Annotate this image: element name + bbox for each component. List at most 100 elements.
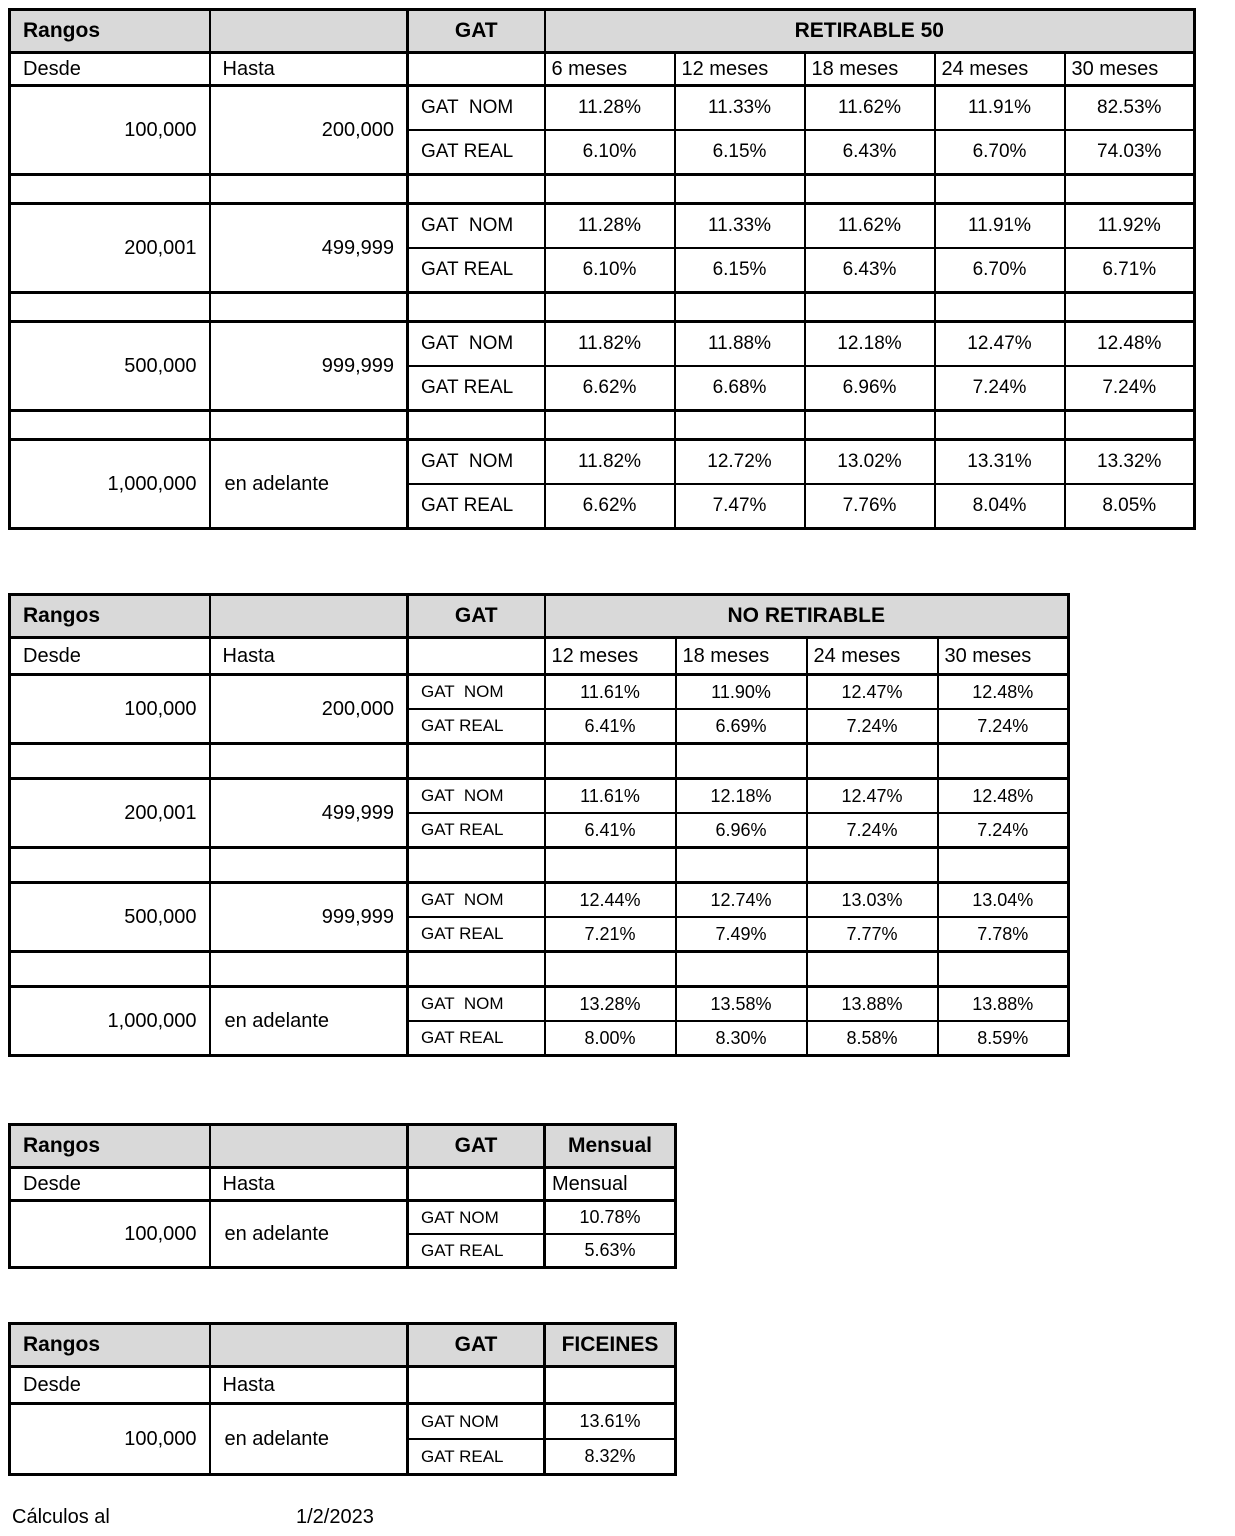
rate-value: 8.30% xyxy=(674,1020,808,1057)
gat-nom-label: GAT NOM xyxy=(406,985,546,1022)
desde-header: Desde xyxy=(8,1166,211,1202)
gat-nom-label: GAT NOM xyxy=(406,320,546,367)
rate-value: 11.61% xyxy=(543,777,677,814)
blank-cell xyxy=(543,1365,677,1405)
desde-header: Desde xyxy=(8,51,211,87)
rate-value: 12.47% xyxy=(805,673,939,710)
table-header-row: Rangos GAT RETIRABLE 50 xyxy=(8,8,1196,54)
term-header: 12 meses xyxy=(543,636,677,676)
rate-value: 8.05% xyxy=(1063,483,1196,530)
term-header: Mensual xyxy=(543,1166,677,1202)
rate-value: 12.48% xyxy=(936,673,1070,710)
rate-value: 11.91% xyxy=(933,202,1066,249)
rate-value: 12.74% xyxy=(674,881,808,918)
blank-header-cell xyxy=(208,1123,409,1169)
rate-value: 8.59% xyxy=(936,1020,1070,1057)
rate-value: 7.78% xyxy=(936,916,1070,953)
rate-value: 6.96% xyxy=(803,365,936,412)
desde-value: 100,000 xyxy=(8,673,211,744)
gat-real-label: GAT REAL xyxy=(406,1438,546,1476)
rate-value: 7.21% xyxy=(543,916,677,953)
rate-value: 7.49% xyxy=(674,916,808,953)
desde-header: Desde xyxy=(8,1365,211,1405)
rate-value: 13.31% xyxy=(933,438,1066,485)
subheader-row: Desde Hasta 6 meses 12 meses 18 meses 24… xyxy=(8,51,1196,87)
rate-value: 11.90% xyxy=(674,673,808,710)
rate-value: 13.88% xyxy=(805,985,939,1022)
table-mensual: Rangos GAT Mensual Desde Hasta Mensual 1… xyxy=(8,1123,677,1269)
desde-value: 100,000 xyxy=(8,1402,211,1475)
gat-real-label: GAT REAL xyxy=(406,129,546,176)
rate-value: 6.41% xyxy=(543,708,677,745)
rate-value: 6.71% xyxy=(1063,247,1196,294)
desde-value: 200,001 xyxy=(8,202,211,293)
rate-value: 5.63% xyxy=(543,1233,677,1269)
desde-value: 100,000 xyxy=(8,84,211,175)
rate-value: 12.48% xyxy=(1063,320,1196,367)
gat-header: GAT xyxy=(406,1123,546,1169)
rate-value: 7.77% xyxy=(805,916,939,953)
table-no-retirable: Rangos GAT NO RETIRABLE Desde Hasta 12 m… xyxy=(8,593,1070,1057)
subheader-row: Desde Hasta 12 meses 18 meses 24 meses 3… xyxy=(8,636,1070,676)
rate-value: 11.28% xyxy=(543,202,676,249)
hasta-header: Hasta xyxy=(208,636,409,676)
rate-value: 11.62% xyxy=(803,84,936,131)
rate-value: 7.76% xyxy=(803,483,936,530)
rangos-header: Rangos xyxy=(8,1123,211,1169)
gat-real-label: GAT REAL xyxy=(406,483,546,530)
gat-nom-row: 1,000,000 en adelante GAT NOM 13.28% 13.… xyxy=(8,985,1070,1056)
gat-nom-label: GAT NOM xyxy=(406,202,546,249)
gat-nom-row: 100,000 200,000 GAT NOM 11.28% 11.33% 11… xyxy=(8,84,1196,175)
rate-value: 6.43% xyxy=(803,129,936,176)
rate-value: 11.88% xyxy=(673,320,806,367)
blank-header-cell xyxy=(208,593,409,639)
product-header: RETIRABLE 50 xyxy=(543,8,1196,54)
hasta-header: Hasta xyxy=(208,51,409,87)
rate-value: 7.47% xyxy=(673,483,806,530)
gat-nom-row: 200,001 499,999 GAT NOM 11.61% 12.18% 12… xyxy=(8,777,1070,848)
rate-value: 82.53% xyxy=(1063,84,1196,131)
product-header: Mensual xyxy=(543,1123,677,1169)
rate-value: 12.47% xyxy=(933,320,1066,367)
term-header: 30 meses xyxy=(1063,51,1196,87)
rate-value: 8.00% xyxy=(543,1020,677,1057)
gat-nom-row: 500,000 999,999 GAT NOM 11.82% 11.88% 12… xyxy=(8,320,1196,411)
gat-nom-row: 1,000,000 en adelante GAT NOM 11.82% 12.… xyxy=(8,438,1196,529)
rate-value: 11.62% xyxy=(803,202,936,249)
rate-value: 6.70% xyxy=(933,247,1066,294)
blank-cell xyxy=(406,1166,546,1202)
term-header: 12 meses xyxy=(673,51,806,87)
hasta-header: Hasta xyxy=(208,1166,409,1202)
calculation-date-value: 1/2/2023 xyxy=(296,1506,374,1528)
rate-value: 11.82% xyxy=(543,320,676,367)
desde-header: Desde xyxy=(8,636,211,676)
rate-value: 13.88% xyxy=(936,985,1070,1022)
rate-value: 6.96% xyxy=(674,812,808,849)
hasta-value: 499,999 xyxy=(208,777,409,848)
gat-nom-row: 100,000 200,000 GAT NOM 11.61% 11.90% 12… xyxy=(8,673,1070,744)
hasta-value: en adelante xyxy=(208,985,409,1056)
gat-nom-label: GAT NOM xyxy=(406,777,546,814)
gat-real-row: GAT REAL 7.21% 7.49% 7.77% 7.78% xyxy=(10,916,1070,953)
rate-value: 8.58% xyxy=(805,1020,939,1057)
rate-value: 7.24% xyxy=(1063,365,1196,412)
rate-value: 13.04% xyxy=(936,881,1070,918)
rate-value: 12.72% xyxy=(673,438,806,485)
rate-value: 7.24% xyxy=(933,365,1066,412)
rate-value: 11.92% xyxy=(1063,202,1196,249)
gat-nom-row: 500,000 999,999 GAT NOM 12.44% 12.74% 13… xyxy=(8,881,1070,952)
desde-value: 1,000,000 xyxy=(8,985,211,1056)
desde-value: 500,000 xyxy=(8,320,211,411)
gat-nom-row: 200,001 499,999 GAT NOM 11.28% 11.33% 11… xyxy=(8,202,1196,293)
desde-value: 200,001 xyxy=(8,777,211,848)
rate-value: 7.24% xyxy=(936,812,1070,849)
desde-value: 100,000 xyxy=(8,1199,211,1268)
rate-value: 7.24% xyxy=(805,708,939,745)
blank-header-cell xyxy=(208,1322,409,1368)
rate-value: 6.41% xyxy=(543,812,677,849)
spacer-row xyxy=(8,846,1070,884)
rate-value: 12.48% xyxy=(936,777,1070,814)
rangos-header: Rangos xyxy=(8,8,211,54)
rate-value: 11.61% xyxy=(543,673,677,710)
gat-real-label: GAT REAL xyxy=(406,1233,546,1269)
